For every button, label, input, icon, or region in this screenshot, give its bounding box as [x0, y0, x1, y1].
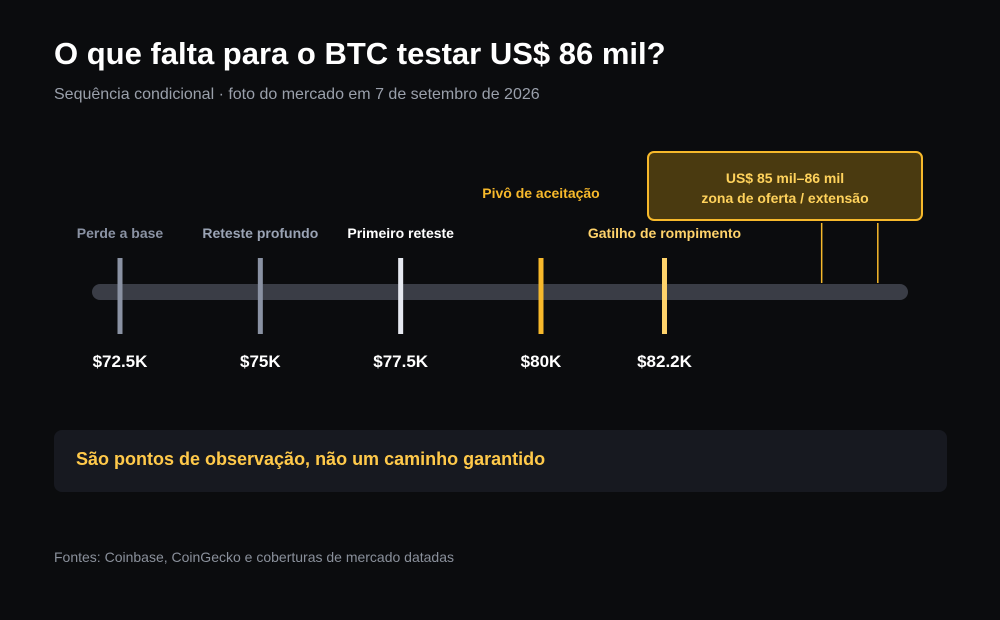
level-label: Pivô de aceitação	[482, 185, 600, 201]
level-marker	[257, 258, 263, 334]
price-levels-chart: Perde a base $72.5K Reteste profundo $75K Pr…	[77, 185, 908, 371]
supply-zone-range: US$ 85 mil–86 mil	[725, 170, 845, 186]
level-marker	[661, 258, 667, 334]
timeline-track	[92, 284, 908, 300]
level-label: Reteste profundo	[202, 225, 318, 241]
level-value-label: $80K	[521, 352, 562, 371]
level-marker	[398, 258, 404, 334]
level-label: Gatilho de rompimento	[588, 225, 741, 241]
disclaimer-note: São pontos de observação, não um caminho…	[54, 430, 947, 492]
level-value-label: $77.5K	[373, 352, 429, 371]
level-marker	[538, 258, 544, 334]
level-label: Perde a base	[77, 225, 164, 241]
chart-title: O que falta para o BTC testar US$ 86 mil…	[54, 36, 666, 71]
level-value-label: $82.2K	[637, 352, 693, 371]
level-marker	[117, 258, 123, 334]
supply-zone-callout: US$ 85 mil–86 mil zona de oferta / exten…	[647, 151, 923, 221]
source-note: Fontes: Coinbase, CoinGecko e coberturas…	[54, 549, 455, 565]
supply-zone-description: zona de oferta / extensão	[701, 190, 869, 206]
level-value-label: $75K	[240, 352, 281, 371]
level-label: Primeiro reteste	[347, 225, 454, 241]
chart-subtitle: Sequência condicional · foto do mercado …	[54, 86, 540, 103]
level-value-label: $72.5K	[93, 352, 149, 371]
